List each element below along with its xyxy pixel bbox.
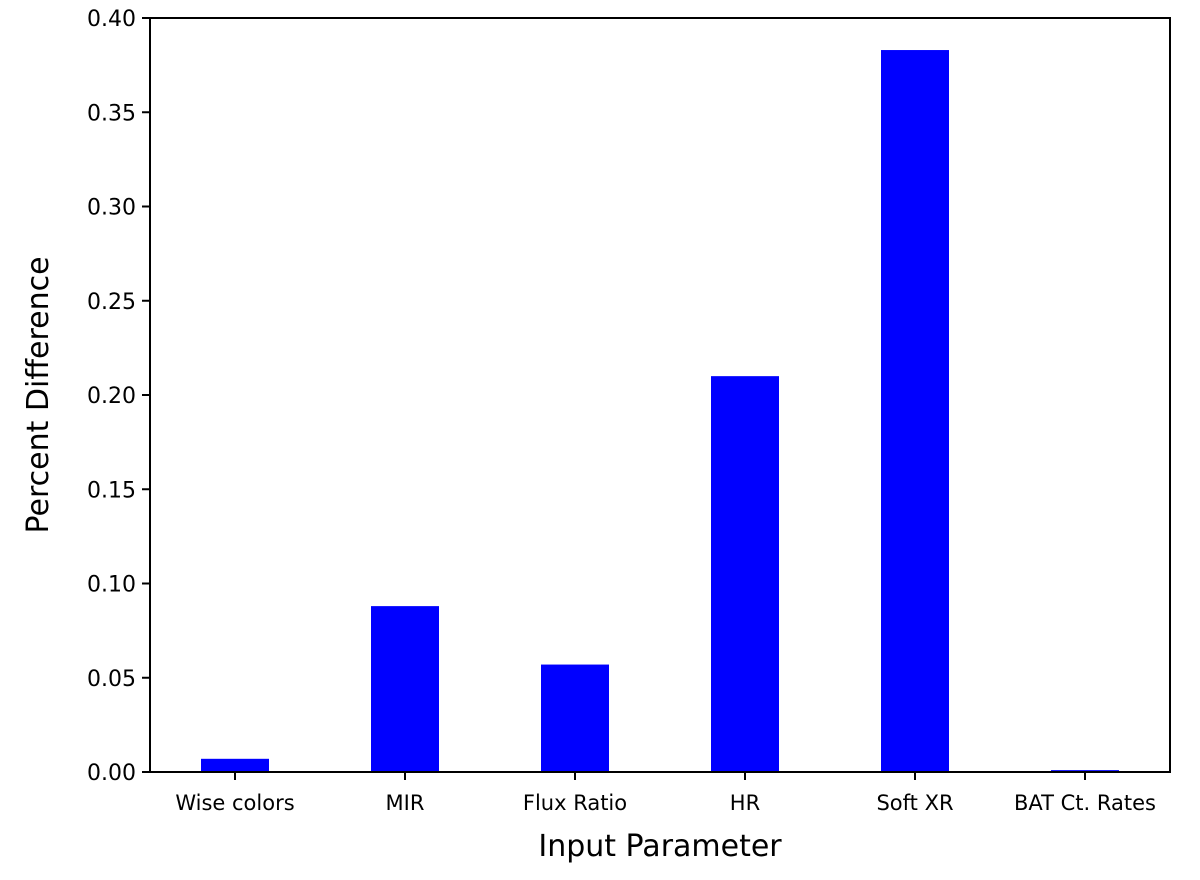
y-tick-label: 0.35 [87, 101, 136, 126]
plot-frame [149, 17, 1171, 773]
y-tick-label: 0.20 [87, 384, 136, 409]
x-tick-label: Flux Ratio [523, 791, 627, 815]
x-tick-label: Soft XR [876, 791, 953, 815]
y-tick-label: 0.25 [87, 290, 136, 315]
y-tick-label: 0.40 [87, 7, 136, 32]
x-tick-label: HR [730, 791, 760, 815]
bar-wise-colors [201, 758, 269, 772]
x-tick-label: BAT Ct. Rates [1014, 791, 1156, 815]
y-tick-label: 0.05 [87, 667, 136, 692]
bar-mir [371, 606, 439, 772]
y-tick-label: 0.30 [87, 196, 136, 221]
bars-group [201, 50, 1119, 773]
y-tick-label: 0.15 [87, 478, 136, 503]
x-axis: Wise colors MIR Flux Ratio HR Soft XR BAT Ct.… [175, 772, 1156, 815]
x-tick-label: MIR [386, 791, 425, 815]
bar-flux-ratio [541, 664, 609, 772]
y-tick-label: 0.00 [87, 761, 136, 786]
bar-hr [711, 376, 779, 772]
y-axis-label: Percent Difference [21, 256, 56, 533]
x-tick-label: Wise colors [175, 791, 294, 815]
y-tick-label: 0.10 [87, 573, 136, 598]
x-axis-label: Input Parameter [538, 829, 782, 864]
bar-soft-xr [881, 50, 949, 773]
y-axis: 0.00 0.05 0.10 0.15 0.20 0.25 0.30 0.35 0.40 [87, 7, 150, 786]
